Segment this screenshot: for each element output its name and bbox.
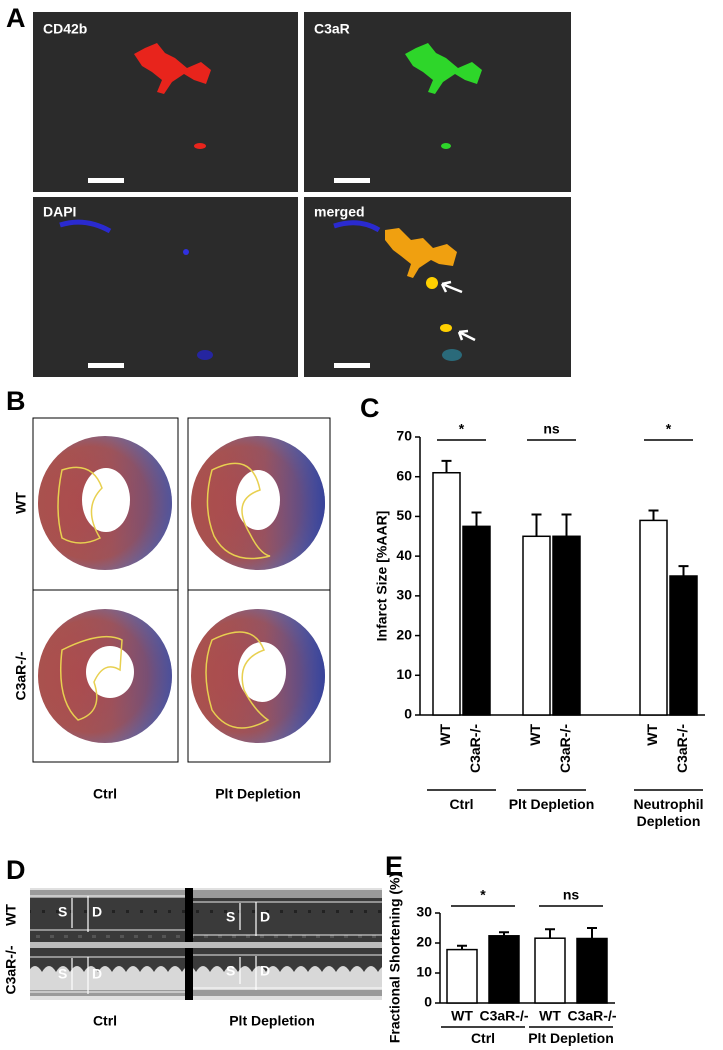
y-tick-label: 20: [416, 934, 432, 950]
panel-letter: C: [360, 393, 380, 423]
group-label-box: Ctrl: [470, 1030, 496, 1046]
marker-label: S: [58, 966, 67, 982]
column-label: Plt Depletion: [215, 786, 301, 802]
error-bar: [531, 513, 542, 537]
y-tick-label: 50: [396, 507, 412, 523]
category-label: WT: [644, 724, 660, 746]
significance-label: ns: [563, 887, 580, 903]
row-label: WT: [13, 492, 29, 514]
heart-slices: [38, 436, 325, 743]
bar: [522, 535, 551, 716]
y-tick-label: 70: [396, 428, 412, 444]
category-label: C3aR-/-: [479, 1008, 528, 1024]
y-tick-label: 40: [396, 547, 412, 563]
group-label-box: Plt Depletion: [528, 1030, 614, 1046]
image-label: merged: [314, 204, 365, 220]
marker-label: D: [92, 904, 102, 920]
marker-label: S: [58, 904, 67, 920]
marker-label: D: [260, 909, 270, 925]
group-label: Plt Depletion: [508, 796, 595, 812]
y-tick-label: 10: [396, 666, 412, 682]
group-label-box: Plt Depletion: [508, 796, 595, 812]
bar: [552, 535, 581, 716]
y-axis-label: Fractional Shortening (%): [387, 873, 403, 1043]
group-label: Neutrophil Depletion: [633, 796, 704, 829]
bar: [488, 935, 520, 1004]
bar: [432, 471, 461, 716]
y-tick-label: 20: [396, 626, 412, 642]
significance-label: *: [666, 421, 672, 437]
micrograph-grid: [33, 12, 571, 377]
category-label: WT: [539, 1008, 561, 1024]
error-bar: [545, 928, 555, 939]
error-bar: [648, 509, 659, 521]
echocardiogram: [30, 888, 382, 1000]
significance-label: *: [459, 421, 465, 437]
group-label-box: Neutrophil Depletion: [633, 796, 704, 829]
group-label: Ctrl: [470, 1030, 496, 1046]
y-tick-label: 60: [396, 467, 412, 483]
category-label: C3aR-/-: [467, 724, 483, 773]
marker-label: S: [226, 963, 235, 979]
micrograph: [33, 12, 298, 192]
marker-label: D: [92, 966, 102, 982]
significance-label: ns: [543, 421, 560, 437]
image-label: C3aR: [314, 21, 350, 37]
bar: [576, 937, 608, 1004]
bar: [639, 519, 668, 716]
marker-label: S: [226, 909, 235, 925]
bar: [446, 948, 478, 1004]
category-label: WT: [437, 724, 453, 746]
micrograph: [304, 197, 571, 377]
panel-letter: D: [6, 855, 26, 885]
marker-label: D: [260, 963, 270, 979]
group-label: Plt Depletion: [528, 1030, 614, 1046]
bar: [534, 937, 566, 1004]
error-bar: [457, 944, 467, 950]
group-label: Ctrl: [449, 796, 474, 812]
y-axis-label: Infarct Size [%AAR]: [374, 511, 390, 642]
micrograph: [304, 12, 571, 192]
error-bar: [561, 513, 572, 537]
image-label: DAPI: [43, 204, 76, 220]
bar: [669, 575, 698, 716]
panel-letter: A: [6, 3, 26, 33]
error-bar: [499, 931, 509, 936]
category-label: C3aR-/-: [557, 724, 573, 773]
y-tick-label: 0: [404, 706, 412, 722]
bar: [462, 525, 491, 716]
error-bar: [587, 927, 597, 939]
y-tick-label: 10: [416, 964, 432, 980]
row-label: C3aR-/-: [13, 651, 29, 700]
error-bar: [471, 511, 482, 527]
panel-letter: B: [6, 386, 26, 416]
column-label: Plt Depletion: [229, 1013, 315, 1029]
micrograph: [33, 197, 298, 377]
category-label: WT: [527, 724, 543, 746]
significance-label: *: [480, 887, 486, 903]
column-label: Ctrl: [93, 1013, 117, 1029]
y-tick-label: 30: [396, 587, 412, 603]
group-label-box: Ctrl: [449, 796, 474, 812]
category-label: C3aR-/-: [674, 724, 690, 773]
y-tick-label: 30: [416, 904, 432, 920]
echo-markers: S D S D S D S D: [58, 904, 270, 982]
image-label: CD42b: [43, 21, 87, 37]
row-label: C3aR-/-: [3, 945, 19, 994]
panel-letter: E: [385, 851, 403, 881]
error-bar: [678, 565, 689, 576]
error-bar: [441, 459, 452, 473]
y-tick-label: 0: [424, 994, 432, 1010]
category-label: C3aR-/-: [567, 1008, 616, 1024]
column-label: Ctrl: [93, 786, 117, 802]
category-label: WT: [451, 1008, 473, 1024]
row-label: WT: [3, 904, 19, 926]
